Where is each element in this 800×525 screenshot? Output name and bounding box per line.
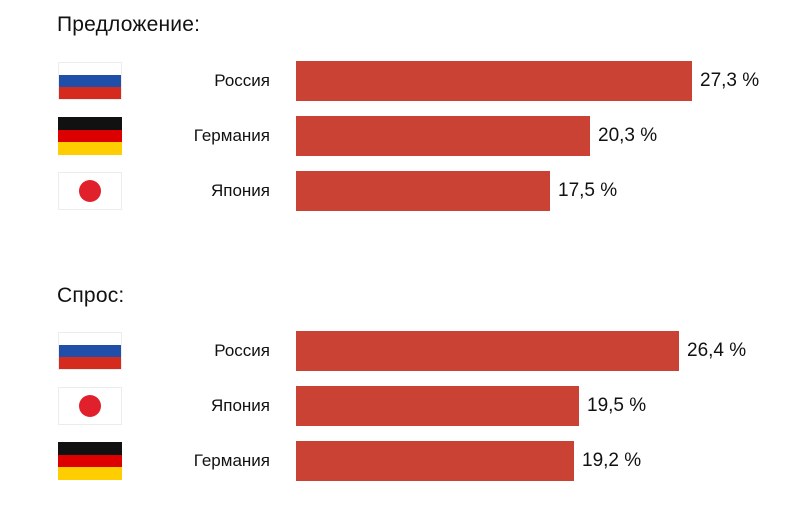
value-label: 19,5 %	[587, 395, 647, 416]
bar	[296, 116, 590, 156]
japan-flag-icon	[58, 387, 122, 425]
flag-stripe	[59, 357, 121, 369]
country-label: Япония	[210, 396, 270, 415]
country-label: Россия	[214, 71, 270, 90]
flag-stripe	[59, 333, 121, 345]
bar-row: Германия 20,3 %	[0, 116, 800, 156]
flag-stripe	[58, 117, 122, 130]
japan-flag-disc	[79, 395, 101, 417]
russia-flag-icon	[58, 332, 122, 370]
flag-stripe	[58, 467, 122, 480]
flag-stripe	[58, 129, 122, 143]
value-label: 19,2 %	[582, 450, 642, 471]
flag-stripe	[59, 63, 121, 75]
bar-row: Германия 19,2 %	[0, 441, 800, 481]
value-label: 20,3 %	[598, 125, 658, 146]
flag-stripe	[59, 75, 121, 87]
country-label: Германия	[193, 451, 270, 470]
germany-flag-icon	[58, 442, 122, 480]
country-label: Германия	[193, 126, 270, 145]
japan-flag-disc	[79, 180, 101, 202]
flag-stripe	[58, 142, 122, 155]
demand-section-title: Спрос:	[57, 284, 125, 307]
supply-section-title: Предложение:	[57, 13, 201, 36]
country-label: Япония	[210, 181, 270, 200]
bar-row: Россия 26,4 %	[0, 331, 800, 371]
bar	[296, 61, 692, 101]
bar-row: Япония 19,5 %	[0, 386, 800, 426]
flag-stripe	[58, 454, 122, 468]
bar	[296, 171, 550, 211]
value-label: 26,4 %	[687, 340, 747, 361]
germany-flag-icon	[58, 117, 122, 155]
bar	[296, 331, 679, 371]
bar-row: Россия 27,3 %	[0, 61, 800, 101]
flag-stripe	[59, 345, 121, 357]
country-label: Россия	[214, 341, 270, 360]
bar	[296, 386, 579, 426]
russia-flag-icon	[58, 62, 122, 100]
bar-row: Япония 17,5 %	[0, 171, 800, 211]
value-label: 27,3 %	[700, 70, 760, 91]
bar	[296, 441, 574, 481]
flag-stripe	[58, 442, 122, 455]
flag-stripe	[59, 87, 121, 99]
value-label: 17,5 %	[558, 180, 618, 201]
japan-flag-icon	[58, 172, 122, 210]
